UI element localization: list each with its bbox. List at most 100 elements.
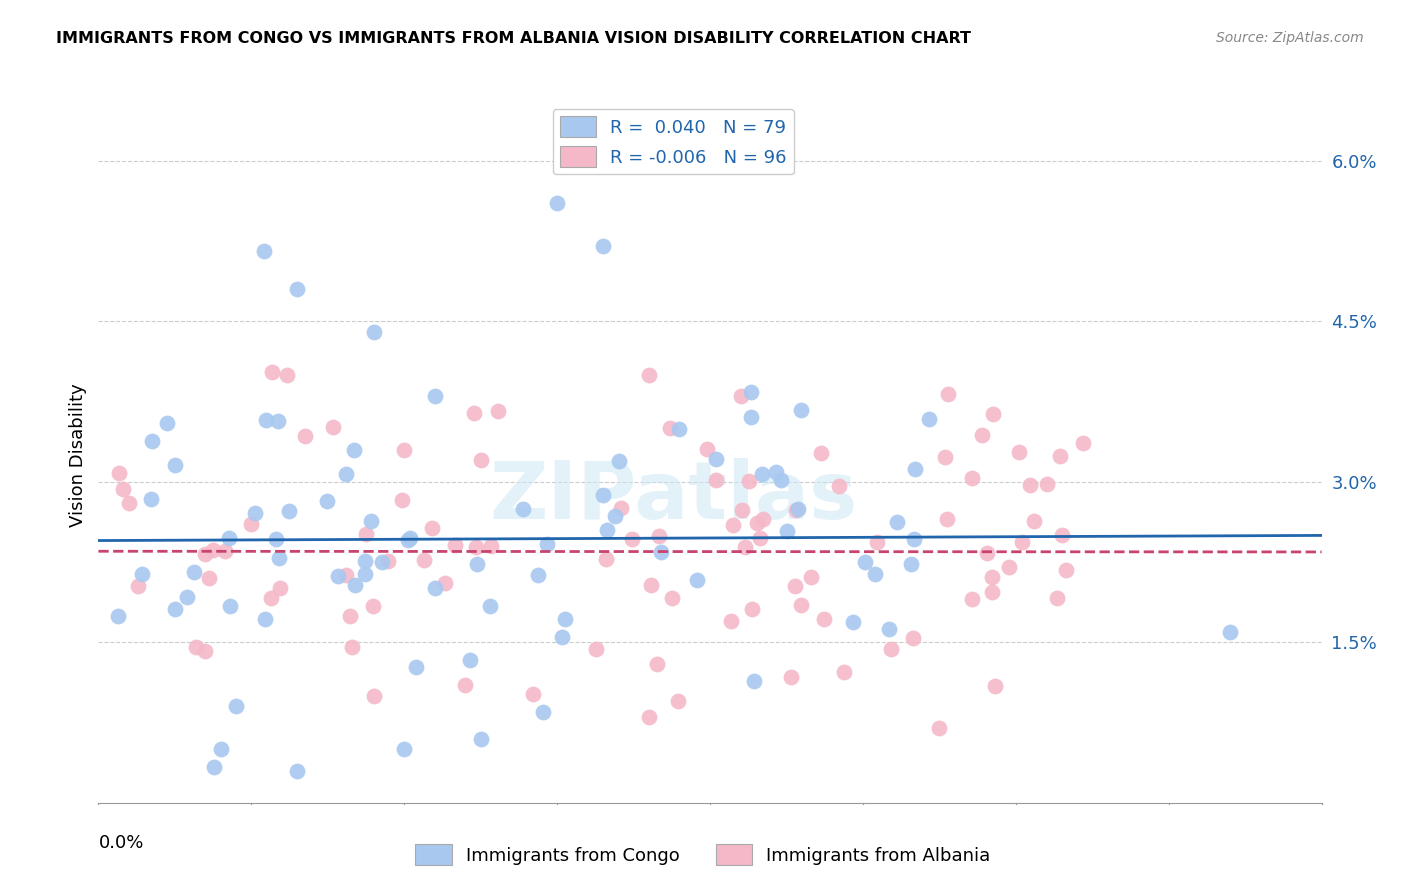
Point [163, 458, 186, 473]
Point [294, 429, 316, 443]
Point [479, 539, 502, 553]
Point [903, 532, 925, 546]
Point [396, 533, 419, 547]
Y-axis label: Vision Disability: Vision Disability [69, 383, 87, 527]
Text: ZIPatlas: ZIPatlas [489, 458, 858, 536]
Point [254, 412, 277, 426]
Point [1049, 449, 1071, 463]
Point [720, 615, 742, 629]
Point [361, 599, 384, 614]
Point [423, 389, 446, 403]
Text: IMMIGRANTS FROM CONGO VS IMMIGRANTS FROM ALBANIA VISION DISABILITY CORRELATION C: IMMIGRANTS FROM CONGO VS IMMIGRANTS FROM… [56, 31, 972, 46]
Point [527, 568, 550, 582]
Point [783, 579, 806, 593]
Point [264, 533, 287, 547]
Point [658, 421, 681, 435]
Point [131, 567, 153, 582]
Point [747, 516, 769, 531]
Point [156, 416, 179, 430]
Point [342, 640, 364, 655]
Point [863, 567, 886, 582]
Point [118, 496, 141, 510]
Point [752, 511, 775, 525]
Point [176, 590, 198, 604]
Point [354, 566, 377, 581]
Point [107, 466, 129, 480]
Text: 0.0%: 0.0% [98, 834, 143, 852]
Point [254, 612, 277, 626]
Point [194, 547, 217, 561]
Point [731, 503, 754, 517]
Point [522, 687, 544, 701]
Point [934, 450, 956, 464]
Point [460, 653, 482, 667]
Point [740, 410, 762, 425]
Point [704, 473, 727, 487]
Point [976, 546, 998, 560]
Legend: Immigrants from Congo, Immigrants from Albania: Immigrants from Congo, Immigrants from A… [408, 837, 998, 872]
Point [253, 244, 276, 258]
Point [260, 365, 283, 379]
Point [748, 532, 770, 546]
Point [551, 630, 574, 644]
Point [392, 742, 416, 756]
Point [938, 386, 960, 401]
Point [554, 612, 576, 626]
Point [335, 467, 357, 481]
Point [201, 543, 224, 558]
Point [607, 454, 630, 468]
Point [322, 420, 344, 434]
Point [434, 575, 457, 590]
Point [1071, 436, 1094, 450]
Point [935, 512, 957, 526]
Point [267, 551, 290, 566]
Point [595, 552, 617, 566]
Point [486, 404, 509, 418]
Point [637, 368, 661, 382]
Point [1054, 563, 1077, 577]
Point [219, 599, 242, 614]
Point [790, 598, 813, 612]
Point [740, 384, 762, 399]
Point [668, 422, 690, 436]
Point [391, 492, 413, 507]
Point [465, 557, 488, 571]
Point [962, 591, 984, 606]
Point [841, 615, 863, 630]
Point [730, 389, 752, 403]
Point [704, 451, 727, 466]
Point [1219, 624, 1241, 639]
Point [984, 679, 1007, 693]
Point [392, 442, 416, 457]
Point [214, 543, 236, 558]
Point [723, 517, 745, 532]
Point [1007, 445, 1029, 459]
Point [738, 474, 761, 488]
Point [1022, 515, 1045, 529]
Point [267, 413, 290, 427]
Legend: R =  0.040   N = 79, R = -0.006   N = 96: R = 0.040 N = 79, R = -0.006 N = 96 [553, 109, 794, 174]
Point [637, 710, 661, 724]
Point [218, 532, 240, 546]
Point [470, 731, 492, 746]
Point [980, 570, 1002, 584]
Point [886, 515, 908, 529]
Point [278, 504, 301, 518]
Point [900, 557, 922, 571]
Point [1018, 478, 1040, 492]
Point [285, 282, 308, 296]
Point [800, 570, 823, 584]
Point [970, 427, 993, 442]
Point [661, 591, 683, 606]
Point [928, 721, 950, 735]
Point [696, 442, 718, 457]
Point [832, 665, 855, 680]
Point [184, 640, 207, 654]
Point [111, 482, 134, 496]
Point [377, 554, 399, 568]
Point [183, 565, 205, 579]
Point [980, 584, 1002, 599]
Point [326, 568, 349, 582]
Point [917, 411, 939, 425]
Point [610, 500, 633, 515]
